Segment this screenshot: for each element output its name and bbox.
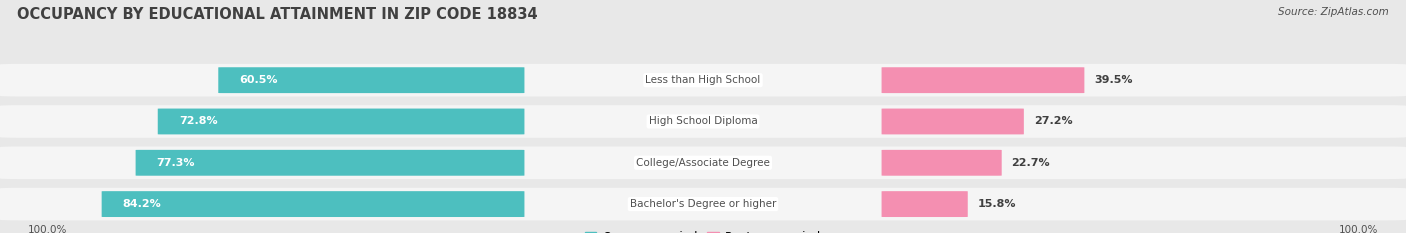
FancyBboxPatch shape: [101, 191, 524, 217]
Text: 27.2%: 27.2%: [1033, 116, 1073, 127]
Text: Less than High School: Less than High School: [645, 75, 761, 85]
Text: OCCUPANCY BY EDUCATIONAL ATTAINMENT IN ZIP CODE 18834: OCCUPANCY BY EDUCATIONAL ATTAINMENT IN Z…: [17, 7, 537, 22]
Text: 100.0%: 100.0%: [1339, 225, 1378, 233]
Text: 60.5%: 60.5%: [239, 75, 278, 85]
Text: 22.7%: 22.7%: [1011, 158, 1050, 168]
FancyBboxPatch shape: [882, 67, 1084, 93]
Text: College/Associate Degree: College/Associate Degree: [636, 158, 770, 168]
FancyBboxPatch shape: [157, 109, 524, 134]
FancyBboxPatch shape: [0, 188, 1406, 220]
FancyBboxPatch shape: [218, 67, 524, 93]
Text: 15.8%: 15.8%: [977, 199, 1017, 209]
Legend: Owner-occupied, Renter-occupied: Owner-occupied, Renter-occupied: [579, 226, 827, 233]
Text: Bachelor's Degree or higher: Bachelor's Degree or higher: [630, 199, 776, 209]
Text: High School Diploma: High School Diploma: [648, 116, 758, 127]
FancyBboxPatch shape: [0, 147, 1406, 179]
FancyBboxPatch shape: [0, 105, 1406, 138]
FancyBboxPatch shape: [135, 150, 524, 176]
FancyBboxPatch shape: [0, 64, 1406, 96]
FancyBboxPatch shape: [882, 150, 1001, 176]
Text: 84.2%: 84.2%: [122, 199, 162, 209]
Text: 72.8%: 72.8%: [179, 116, 218, 127]
Text: 77.3%: 77.3%: [156, 158, 195, 168]
Text: 39.5%: 39.5%: [1094, 75, 1133, 85]
FancyBboxPatch shape: [882, 109, 1024, 134]
Text: 100.0%: 100.0%: [28, 225, 67, 233]
FancyBboxPatch shape: [882, 191, 967, 217]
Text: Source: ZipAtlas.com: Source: ZipAtlas.com: [1278, 7, 1389, 17]
